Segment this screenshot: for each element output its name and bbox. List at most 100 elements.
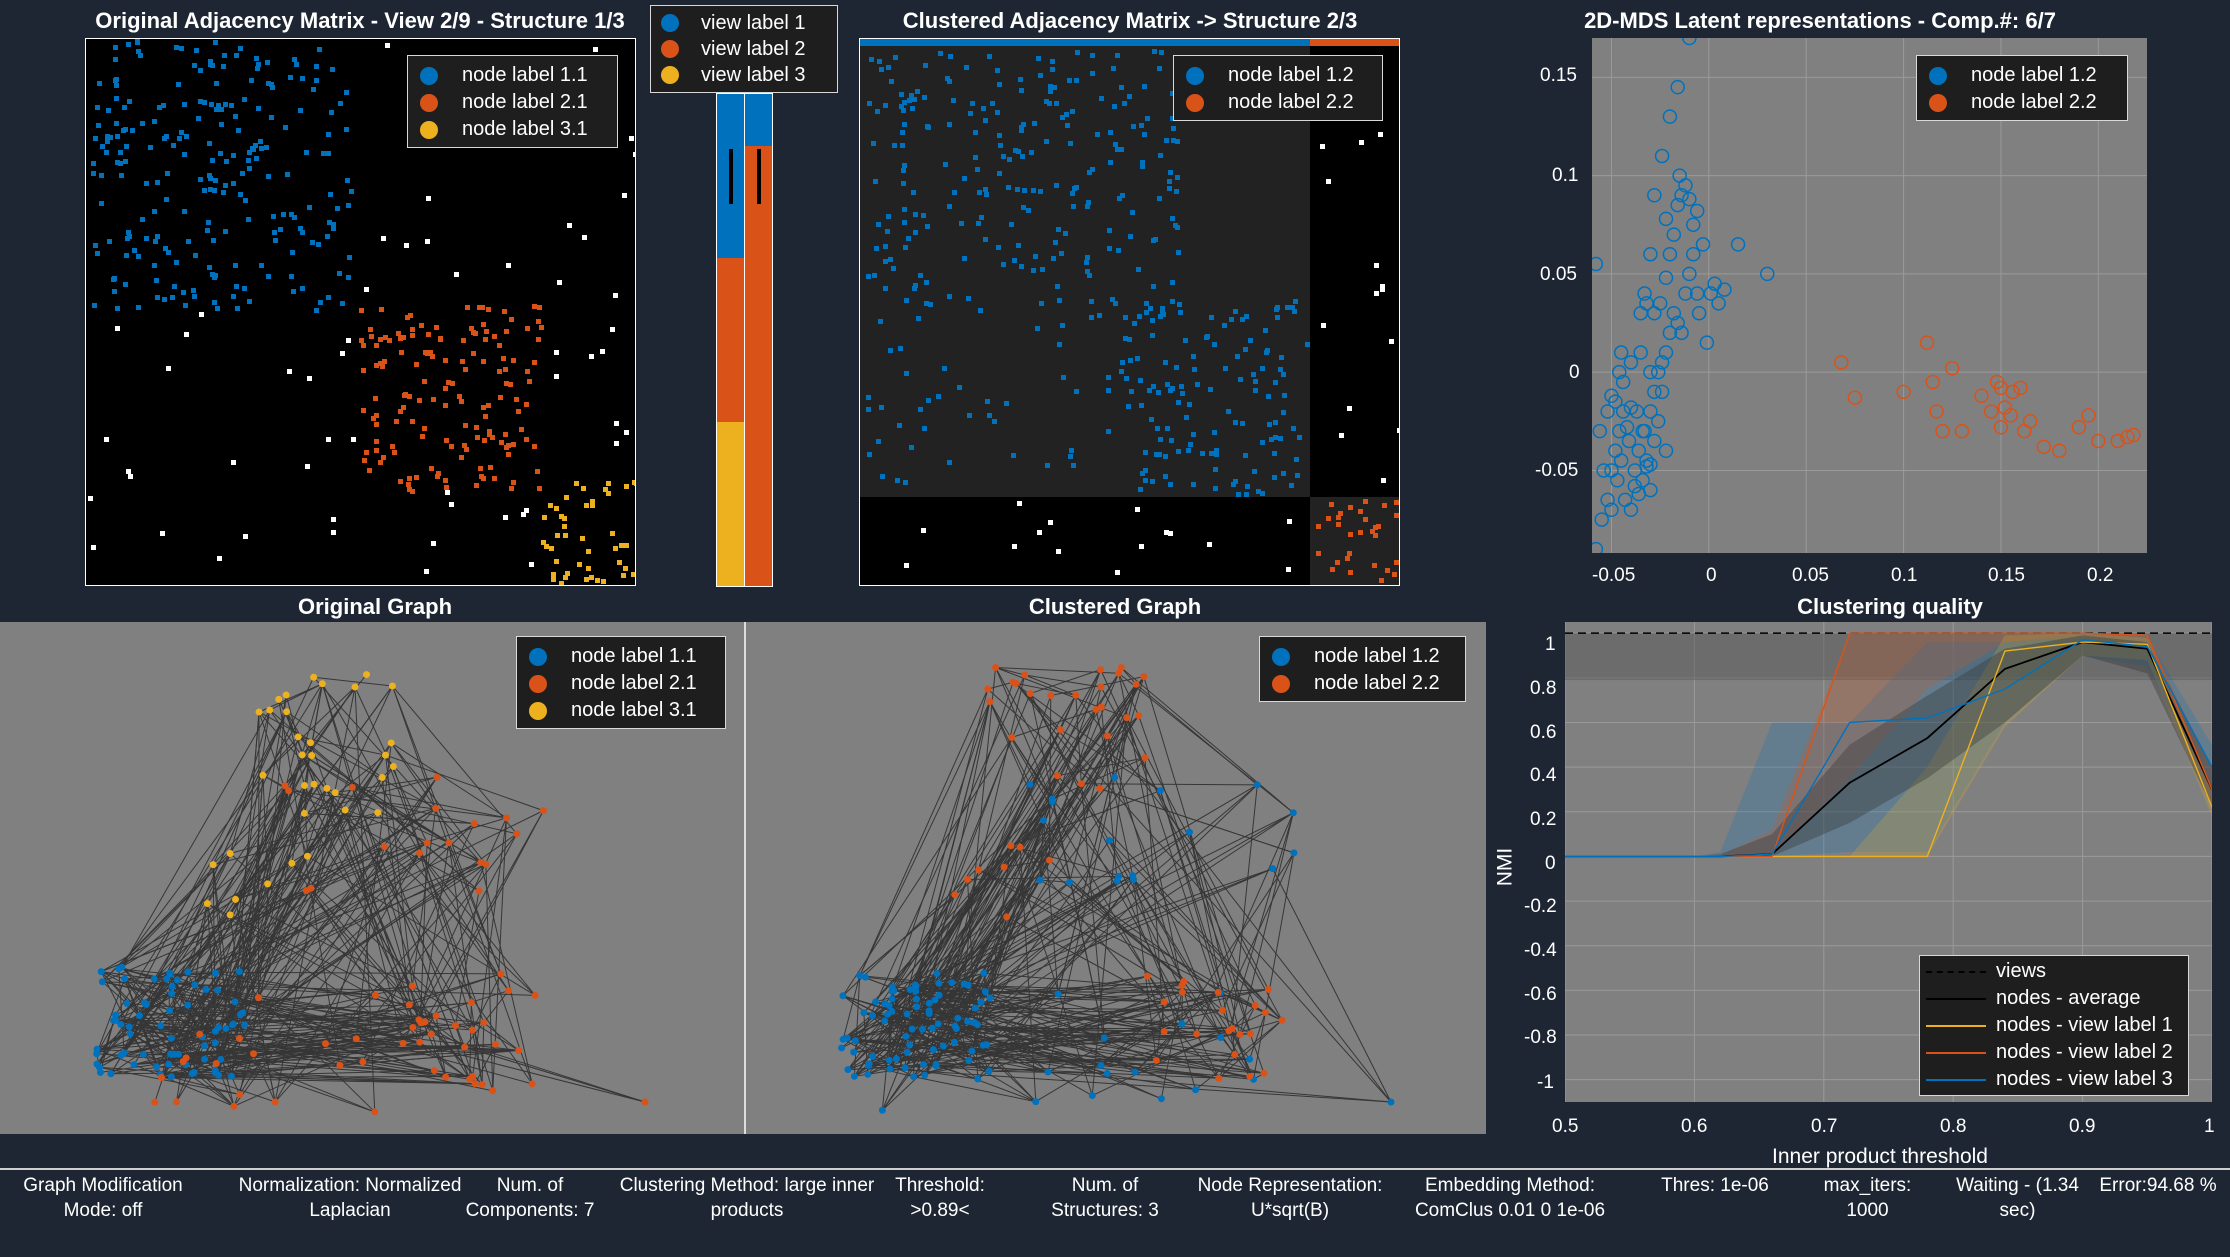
scatter-point (1697, 238, 1710, 251)
matrix-cell (1167, 186, 1172, 191)
matrix-cell (480, 305, 485, 310)
matrix-cell (414, 362, 419, 367)
matrix-cell (581, 486, 586, 491)
matrix-cell (1015, 187, 1020, 192)
matrix-cell (1347, 406, 1352, 411)
matrix-cell (271, 214, 276, 219)
status-max-iters[interactable]: max_iters: 1000 (1800, 1173, 1935, 1223)
graph-node (1027, 690, 1034, 697)
graph-node (489, 1087, 496, 1094)
matrix-cell (406, 482, 411, 487)
graph-node (416, 850, 423, 857)
matrix-cell (97, 81, 102, 86)
matrix-cell (127, 99, 132, 104)
graph-node (469, 1027, 476, 1034)
graph-node (431, 1067, 438, 1074)
graph-node (210, 861, 217, 868)
matrix-cell (1345, 556, 1350, 561)
graph-node (212, 970, 219, 977)
matrix-cell (128, 474, 133, 479)
matrix-cell (249, 78, 254, 83)
matrix-cell (1212, 430, 1217, 435)
status-threshold[interactable]: Threshold: >0.89< (890, 1173, 990, 1223)
status-node-representation[interactable]: Node Representation: U*sqrt(B) (1180, 1173, 1400, 1223)
matrix-cell (1213, 486, 1218, 491)
matrix-cell (314, 64, 319, 69)
graph-node (168, 1073, 175, 1080)
y-tick-label: 0.6 (1530, 722, 1556, 744)
graph-node (99, 978, 106, 985)
matrix-cell (374, 422, 379, 427)
matrix-cell (1174, 365, 1179, 370)
scatter-point (1985, 405, 1998, 418)
matrix-cell (1321, 323, 1326, 328)
matrix-cell (259, 146, 264, 151)
status-num-components[interactable]: Num. of Components: 7 (455, 1173, 605, 1223)
matrix-cell (614, 421, 619, 426)
matrix-cell (382, 359, 387, 364)
matrix-cell (93, 136, 98, 141)
matrix-cell (152, 119, 157, 124)
matrix-cell (233, 114, 238, 119)
matrix-cell (947, 122, 952, 127)
graph-node (954, 1015, 961, 1022)
status-clustering-method[interactable]: Clustering Method: large inner products (602, 1173, 892, 1223)
matrix-cell (1274, 307, 1279, 312)
graph-node (264, 880, 271, 887)
matrix-cell (1057, 342, 1062, 347)
graph-node (1178, 1020, 1185, 1027)
graph-node (1008, 734, 1015, 741)
matrix-cell (1001, 262, 1006, 267)
matrix-cell (1007, 157, 1012, 162)
matrix-cell (873, 179, 878, 184)
matrix-cell (246, 217, 251, 222)
matrix-cell (481, 322, 486, 327)
graph-node (222, 1025, 229, 1032)
scatter-point (1595, 513, 1608, 526)
matrix-cell (152, 263, 157, 268)
matrix-cell (1151, 284, 1156, 289)
matrix-cell (438, 337, 443, 342)
matrix-cell (1347, 551, 1352, 556)
x-tick-label: 0.1 (1891, 565, 1917, 587)
matrix-cell (326, 295, 331, 300)
graph-node (184, 1002, 191, 1009)
graph-node (872, 998, 879, 1005)
graph-node (1072, 692, 1079, 699)
scatter-point (1632, 488, 1645, 501)
graph-node (505, 987, 512, 994)
matrix-cell (892, 143, 897, 148)
matrix-cell (524, 437, 529, 442)
matrix-cell (983, 118, 988, 123)
status-thres[interactable]: Thres: 1e-06 (1650, 1173, 1780, 1198)
graph-node (964, 1018, 971, 1025)
graph-node (1388, 1099, 1395, 1106)
legend-label: node label 1.1 (571, 645, 697, 668)
status-graph-modification[interactable]: Graph Modification Mode: off (8, 1173, 198, 1223)
graph-node (866, 1060, 873, 1067)
matrix-cell (584, 503, 589, 508)
matrix-cell (516, 409, 521, 414)
graph-node (406, 1001, 413, 1008)
scatter-point (2006, 385, 2019, 398)
legend-label: node label 2.2 (1971, 91, 2097, 114)
graph-node (213, 1060, 220, 1067)
matrix-cell (498, 395, 503, 400)
graph-node (94, 1061, 101, 1068)
matrix-cell (883, 259, 888, 264)
matrix-cell (254, 56, 259, 61)
matrix-cell (471, 351, 476, 356)
matrix-cell (900, 130, 905, 135)
matrix-cell (1385, 568, 1390, 573)
matrix-cell (1031, 188, 1036, 193)
status-num-structures[interactable]: Num. of Structures: 3 (1035, 1173, 1175, 1223)
matrix-cell (973, 155, 978, 160)
matrix-cell (172, 284, 177, 289)
matrix-cell (1126, 404, 1131, 409)
orange-marker-icon (1272, 675, 1290, 693)
matrix-cell (1191, 432, 1196, 437)
y-tick-label: -0.6 (1524, 984, 1557, 1006)
matrix-cell (235, 306, 240, 311)
status-embedding-method[interactable]: Embedding Method: ComClus 0.01 0 1e-06 (1400, 1173, 1620, 1223)
matrix-cell (1163, 360, 1168, 365)
